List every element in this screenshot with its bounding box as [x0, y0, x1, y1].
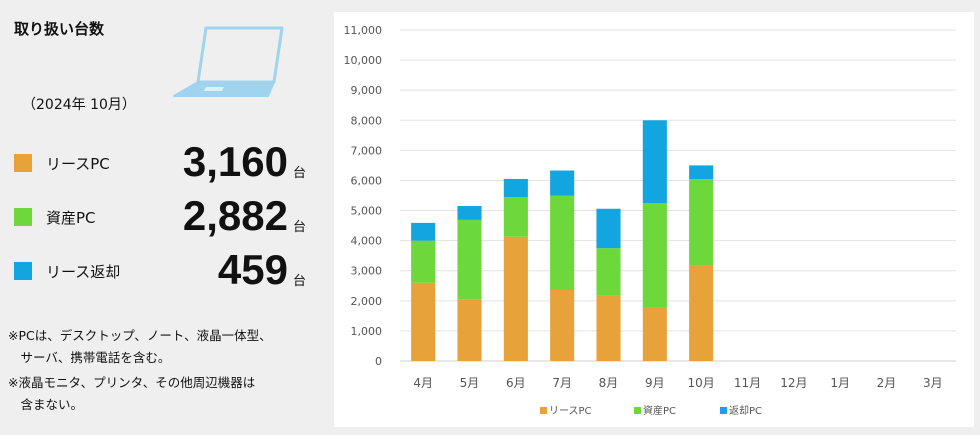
bar-segment — [596, 248, 621, 296]
x-tick-label: 12月 — [780, 376, 807, 390]
y-tick-label: 3,000 — [351, 265, 383, 278]
y-tick-label: 5,000 — [351, 205, 383, 218]
note-line-2: サーバ、携帯電話を含む。 — [8, 350, 171, 365]
bar-segment — [411, 282, 436, 361]
bar-segment — [457, 206, 482, 220]
legend-swatch — [720, 407, 727, 414]
y-tick-label: 7,000 — [351, 144, 383, 157]
bar-segment — [642, 120, 667, 204]
legend-label: 返却PC — [729, 405, 762, 417]
x-tick-label: 9月 — [645, 376, 665, 390]
lease-value: 3,160 — [182, 138, 288, 185]
y-tick-label: 2,000 — [351, 295, 383, 308]
y-tick-label: 11,000 — [344, 24, 383, 37]
bar-segment — [642, 203, 667, 308]
x-tick-label: 5月 — [460, 376, 480, 390]
legend-label: 資産PC — [643, 404, 676, 417]
return-swatch — [14, 262, 32, 280]
summary-row-return: リース返却 459 台 — [14, 246, 314, 296]
bar-segment — [503, 236, 528, 361]
summary-row-asset: 資産PC 2,882 台 — [14, 192, 314, 242]
x-tick-label: 11月 — [734, 376, 761, 390]
x-tick-label: 7月 — [552, 376, 572, 390]
x-tick-label: 10月 — [688, 376, 715, 390]
laptop-icon — [173, 26, 284, 97]
asset-swatch — [14, 208, 32, 226]
summary-panel: 取り扱い台数 （2024年 10月） リースPC 3,160 台 資産PC 2,… — [0, 0, 330, 435]
bar-segment — [411, 240, 436, 283]
asset-label: 資産PC — [46, 209, 96, 227]
bar-segment — [411, 222, 436, 241]
bar-segment — [550, 195, 575, 290]
y-tick-label: 9,000 — [351, 84, 383, 97]
chart-panel: 0 1,000 2,000 3,000 4,000 5,000 6,000 7,000 8,00… — [334, 12, 974, 427]
legend-swatch — [634, 407, 641, 414]
legend-label: リースPC — [549, 406, 592, 417]
asset-value: 2,882 — [182, 192, 288, 239]
y-tick-label: 10,000 — [344, 54, 383, 67]
x-tick-label: 8月 — [599, 376, 619, 390]
bar-segment — [550, 170, 575, 196]
x-tick-label: 3月 — [923, 376, 943, 390]
return-unit: 台 — [292, 274, 306, 289]
period-label: （2024年 10月） — [22, 97, 136, 113]
bar-segment — [503, 178, 528, 198]
lease-label: リースPC — [46, 155, 110, 173]
bar-segment — [550, 289, 575, 361]
legend-swatch — [540, 407, 547, 414]
bar-segment — [689, 265, 714, 361]
x-tick-label: 6月 — [506, 376, 526, 390]
bar-segment — [689, 165, 714, 180]
bar-segment — [642, 307, 667, 361]
x-tick-label: 2月 — [877, 376, 897, 390]
lease-swatch — [14, 154, 32, 172]
stacked-bar-chart: 0 1,000 2,000 3,000 4,000 5,000 6,000 7,000 8,00… — [344, 24, 956, 417]
return-value: 459 — [217, 246, 288, 293]
summary-title: 取り扱い台数 — [14, 20, 105, 38]
y-tick-label: 4,000 — [351, 235, 383, 248]
note-line-4: 含まない。 — [8, 397, 84, 412]
note-line-3: ※液晶モニタ、プリンタ、その他周辺機器は — [8, 375, 256, 390]
bar-segment — [503, 197, 528, 237]
bar-segment — [457, 299, 482, 361]
y-tick-label: 6,000 — [351, 174, 383, 187]
return-label: リース返却 — [46, 263, 121, 281]
summary-row-lease: リースPC 3,160 台 — [14, 138, 314, 188]
x-tick-label: 4月 — [413, 376, 433, 390]
x-tick-label: 1月 — [830, 376, 850, 390]
y-tick-label: 1,000 — [351, 325, 383, 338]
bar-segment — [596, 208, 621, 249]
bar-segment — [596, 295, 621, 361]
lease-unit: 台 — [292, 166, 306, 181]
asset-unit: 台 — [292, 220, 306, 235]
y-tick-label: 8,000 — [351, 114, 383, 127]
y-tick-label: 0 — [375, 355, 382, 368]
bar-segment — [689, 179, 714, 266]
note-line-1: ※PCは、デスクトップ、ノート、液晶一体型、 — [8, 328, 272, 343]
bar-segment — [457, 219, 482, 300]
